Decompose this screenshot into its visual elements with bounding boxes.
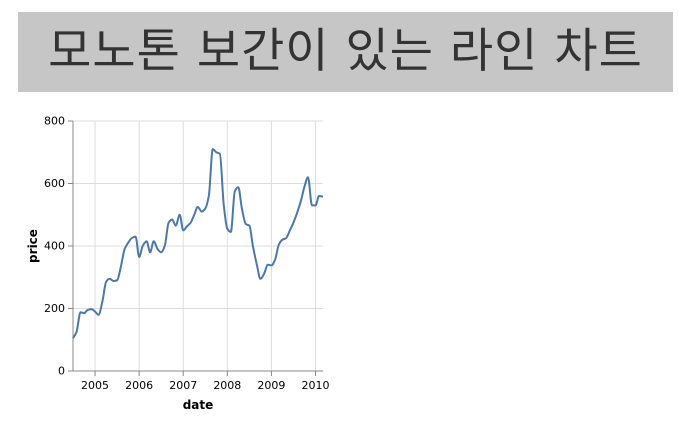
y-tick-label: 600 xyxy=(44,177,65,190)
series-group xyxy=(72,148,324,339)
grid-lines xyxy=(73,120,323,372)
tick-labels: 0 200 400 600 800 2005 2006 2007 2008 2009 2010 xyxy=(44,115,330,393)
axes xyxy=(68,120,323,376)
x-tick-label: 2005 xyxy=(81,379,109,392)
series-line xyxy=(72,148,324,339)
y-tick-label: 0 xyxy=(58,365,65,378)
y-tick-label: 800 xyxy=(44,115,65,128)
x-tick-label: 2009 xyxy=(257,379,285,392)
x-tick-label: 2007 xyxy=(169,379,197,392)
x-tick-label: 2010 xyxy=(302,379,330,392)
y-tick-label: 200 xyxy=(44,302,65,315)
y-axis-label: price xyxy=(26,229,40,263)
page-title: 모노톤 보간이 있는 라인 차트 xyxy=(48,24,643,79)
y-tick-label: 400 xyxy=(44,240,65,253)
x-tick-label: 2006 xyxy=(125,379,153,392)
x-axis-label: date xyxy=(183,398,214,412)
title-banner: 모노톤 보간이 있는 라인 차트 xyxy=(18,12,673,92)
x-tick-label: 2008 xyxy=(213,379,241,392)
